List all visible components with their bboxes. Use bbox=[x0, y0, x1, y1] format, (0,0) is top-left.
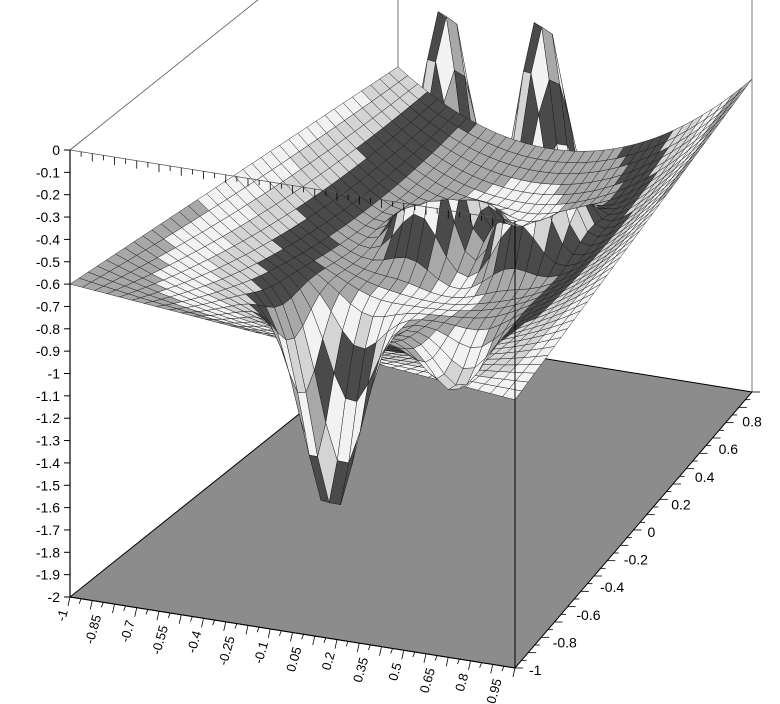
y-tick-label: 0.8 bbox=[742, 414, 762, 430]
x-tick bbox=[145, 609, 149, 615]
z-tick-label: -1.6 bbox=[36, 500, 60, 516]
x-tick-label: -0.25 bbox=[215, 634, 238, 667]
z-tick-label: -1.1 bbox=[36, 388, 60, 404]
surface-mesh bbox=[69, 11, 753, 505]
x-tick-label: 0.65 bbox=[417, 666, 438, 694]
x-tick bbox=[101, 602, 104, 608]
x-tick bbox=[112, 604, 115, 614]
x-tick bbox=[412, 651, 416, 658]
z-tick-label: -0.4 bbox=[36, 231, 60, 247]
x-tick-label: 0.05 bbox=[283, 645, 304, 673]
y-tick-label: -0.4 bbox=[600, 579, 624, 595]
x-tick bbox=[390, 648, 393, 654]
z-tick-label: -1.2 bbox=[36, 410, 60, 426]
x-tick-label: 0.2 bbox=[318, 650, 337, 672]
z-tick-label: -1.8 bbox=[36, 544, 60, 560]
x-tick bbox=[401, 650, 405, 660]
y-tick-label: -0.6 bbox=[576, 607, 600, 623]
z-tick-label: -0.5 bbox=[36, 254, 60, 270]
y-tick-label: -1 bbox=[529, 662, 542, 678]
x-tick bbox=[234, 623, 238, 629]
x-tick bbox=[201, 618, 204, 628]
x-tick bbox=[67, 596, 71, 607]
x-tick-label: -0.55 bbox=[148, 624, 171, 657]
x-tick bbox=[123, 605, 126, 612]
z-tick-label: -0.3 bbox=[36, 209, 60, 225]
z-tick-label: -1.4 bbox=[36, 455, 60, 471]
x-tick-label: -0.85 bbox=[82, 613, 105, 646]
x-tick bbox=[457, 658, 460, 665]
y-tick-label: 0.2 bbox=[671, 496, 691, 512]
y-axis: -1 -0.8 -0.6-0.4-0.20 0.20.40.60.8 bbox=[515, 391, 762, 678]
x-tick bbox=[312, 635, 316, 646]
x-tick-label: 0.8 bbox=[452, 672, 471, 694]
y-tick-label: 0.6 bbox=[719, 441, 739, 457]
x-tick-label: 0.35 bbox=[350, 656, 371, 684]
x-tick bbox=[501, 666, 505, 672]
z-tick-label: -0.8 bbox=[36, 321, 60, 337]
x-tick-label: -0.4 bbox=[184, 629, 205, 655]
x-tick bbox=[345, 641, 349, 647]
x-tick-label: 0.5 bbox=[385, 661, 404, 683]
x-tick bbox=[423, 653, 427, 663]
y-tick-label: 0.4 bbox=[695, 469, 715, 485]
x-tick bbox=[434, 655, 438, 661]
x-tick bbox=[490, 664, 494, 674]
x-tick bbox=[267, 628, 271, 639]
box-edge bbox=[69, 0, 259, 151]
x-tick bbox=[156, 611, 160, 621]
z-tick-label: -1 bbox=[48, 366, 61, 382]
x-tick bbox=[245, 625, 249, 635]
x-tick bbox=[78, 598, 82, 604]
x-tick-label: -0.7 bbox=[117, 618, 138, 644]
z-tick-label: -0.2 bbox=[36, 187, 60, 203]
z-tick-label: -0.1 bbox=[36, 164, 60, 180]
y-tick-label: -0.2 bbox=[624, 552, 648, 568]
z-axis: 0 -0.1 -0.2 -0.3 -0.4 -0.5 -0.6 -0.7 -0.8 -0.9 -1 -… bbox=[36, 142, 516, 605]
x-tick bbox=[89, 600, 93, 610]
x-tick bbox=[512, 667, 516, 678]
z-tick-label: -2 bbox=[48, 589, 61, 605]
x-tick bbox=[368, 644, 371, 651]
x-tick bbox=[290, 632, 293, 642]
x-tick bbox=[212, 619, 215, 626]
x-tick bbox=[256, 627, 260, 633]
z-tick-label: -1.7 bbox=[36, 522, 60, 538]
x-tick bbox=[167, 612, 171, 619]
z-tick-label: -1.5 bbox=[36, 477, 60, 493]
x-tick bbox=[279, 630, 282, 636]
floor-polygon bbox=[68, 334, 753, 669]
y-tick-label: 0 bbox=[648, 524, 656, 540]
x-tick-label: -0.1 bbox=[251, 640, 272, 666]
y-tick-label: -0.8 bbox=[553, 634, 577, 650]
x-tick bbox=[178, 614, 182, 624]
x-tick bbox=[223, 621, 227, 631]
x-tick bbox=[379, 646, 382, 656]
floor-plane bbox=[68, 334, 753, 669]
x-tick bbox=[479, 662, 482, 668]
surface-cell bbox=[735, 78, 753, 97]
x-tick bbox=[334, 639, 338, 649]
z-tick-label: -1.9 bbox=[36, 567, 60, 583]
x-tick bbox=[445, 657, 449, 667]
z-tick-label: -1.3 bbox=[36, 433, 60, 449]
z-tick-label: -0.9 bbox=[36, 343, 60, 359]
x-tick bbox=[323, 637, 327, 643]
x-tick-label: -1 bbox=[53, 608, 71, 623]
x-tick-label: 0.95 bbox=[483, 677, 504, 704]
z-tick-label: 0 bbox=[52, 142, 60, 158]
x-tick bbox=[190, 616, 193, 622]
x-tick bbox=[301, 634, 304, 640]
z-tick-label: -0.7 bbox=[36, 298, 60, 314]
x-tick bbox=[356, 643, 360, 653]
x-tick bbox=[468, 660, 471, 670]
x-tick bbox=[134, 607, 138, 617]
z-tick-label: -0.6 bbox=[36, 276, 60, 292]
